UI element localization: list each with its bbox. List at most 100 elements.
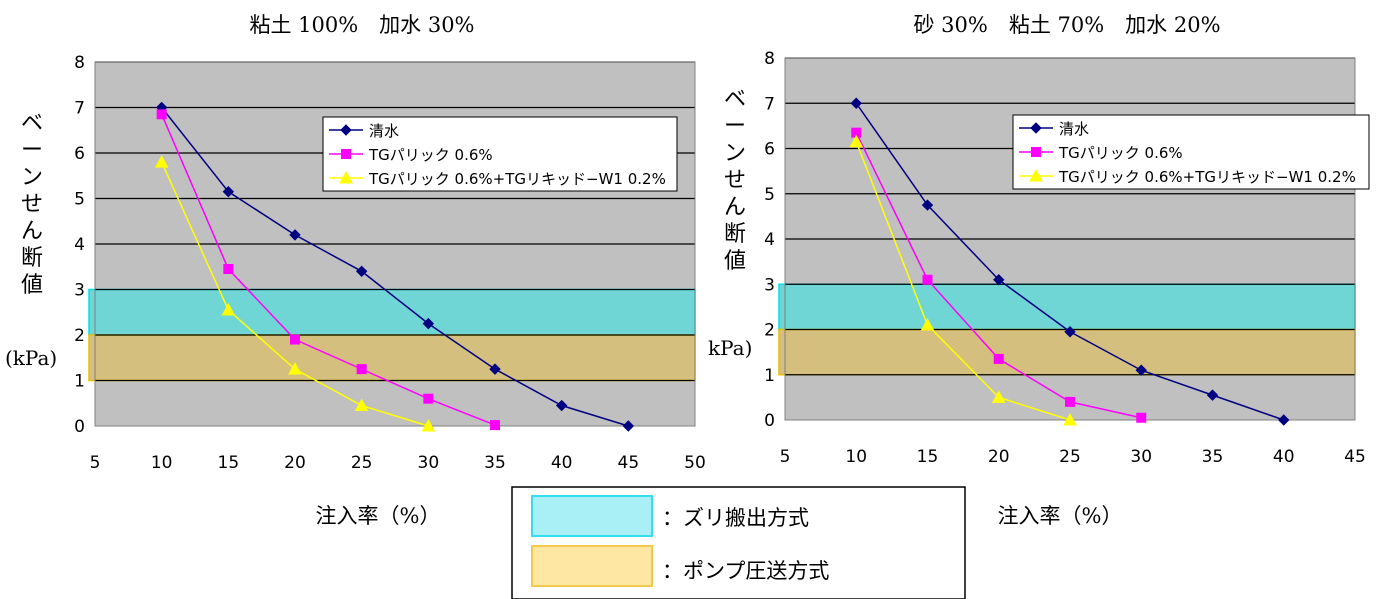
chart-right-y-axis-label-char: ん	[724, 195, 746, 220]
chart-left-series-1-point	[156, 109, 167, 120]
chart-right-series-2-line	[855, 141, 1071, 421]
chart-right-y-axis-label-char: 断	[724, 222, 746, 247]
chart-right-y-tick-label: 0	[764, 411, 775, 431]
chart-left-x-tick-label: 35	[484, 453, 506, 473]
chart-left-plot-frame	[94, 61, 696, 427]
chart-right-y-tick-label: 8	[764, 49, 775, 69]
chart-left-series-1-point	[223, 264, 234, 275]
chart-right-y-ticks: 0 1 2 3 4 5 6 7 8	[764, 49, 775, 431]
chart-left-series-2-point	[354, 398, 369, 412]
chart-left-series-0-point	[289, 229, 301, 241]
chart-right-legend-swatch-marker	[1029, 168, 1043, 182]
chart-right-band-zuri	[778, 283, 1356, 331]
chart-right-y-tick-label: 4	[764, 230, 775, 250]
band-legend-swatch-zuri	[531, 495, 653, 537]
chart-right-series-0-point	[921, 199, 934, 211]
chart-left-series-2-point	[221, 302, 236, 316]
chart-left-legend-label: TGパリック 0.6%+TGリキッド−W1 0.2%	[368, 170, 666, 188]
chart-right-series-0-point	[1278, 414, 1290, 426]
chart-right-y-axis-label-char: せ	[724, 168, 746, 193]
chart-right-y-unit: kPa)	[708, 336, 752, 360]
chart-left-y-tick-label: 5	[74, 190, 85, 210]
chart-left-series-1-point	[356, 364, 367, 375]
chart-left-x-tick-label: 40	[551, 453, 573, 473]
chart-right-series-0-point	[1135, 364, 1147, 376]
chart-left-legend-label: 清水	[369, 122, 399, 140]
chart-right-y-axis-label-char: ー	[724, 114, 746, 139]
chart-left-series-1-point	[423, 393, 434, 404]
chart-left-band-pump	[88, 334, 696, 382]
chart-left-series-1-point	[490, 420, 500, 431]
chart-right-legend-swatch-marker	[1031, 147, 1041, 157]
chart-left-y-tick-label: 7	[74, 99, 85, 119]
chart-right-series	[849, 97, 1290, 426]
chart-right-y-tick-label: 7	[764, 94, 775, 114]
band-legend: ：ズリ搬出方式 ：ポンプ圧送方式	[511, 486, 966, 599]
chart-left-legend-swatch-marker	[339, 170, 353, 184]
chart-right-y-tick-label: 3	[764, 275, 775, 295]
chart-right-series-2-point	[991, 390, 1006, 403]
band-legend-label-zuri: ：ズリ搬出方式	[662, 506, 809, 530]
chart-left-y-tick-label: 0	[74, 417, 85, 437]
chart-right-legend-label: 清水	[1059, 120, 1089, 138]
chart-left-legend-box	[322, 116, 678, 192]
chart-left-y-tick-label: 6	[74, 144, 85, 164]
chart-right-legend-box	[1012, 114, 1370, 190]
chart-left-y-axis-label-char: ー	[21, 138, 43, 163]
chart-left-series-1-point	[290, 334, 300, 345]
chart-left-y-tick-label: 4	[74, 235, 85, 255]
chart-left-series-0-point	[555, 399, 568, 412]
band-legend-swatch-pump	[531, 545, 653, 587]
chart-left-y-axis-label-char: 断	[21, 246, 43, 271]
chart-right-series-0-point	[993, 274, 1005, 286]
chart-right-y-axis-label-char: 値	[724, 249, 746, 274]
chart-left-legend-swatch-marker	[340, 124, 352, 136]
chart-left-series-0-point	[355, 265, 368, 278]
chart-right-series-0-point	[1064, 326, 1076, 338]
chart-left-x-tick-label: 25	[351, 453, 373, 473]
chart-left-band-zuri	[88, 288, 696, 336]
chart-right-x-tick-label: 35	[1202, 447, 1224, 467]
chart-left-series-2-point	[421, 418, 436, 432]
chart-right-y-tick-label: 1	[764, 366, 775, 386]
chart-right-legend-swatch-marker	[1030, 122, 1042, 134]
chart-left-x-tick-label: 50	[684, 453, 706, 473]
chart-right-y-axis-label-char: ン	[724, 141, 746, 166]
chart-left-y-axis-label-char: 値	[21, 273, 43, 298]
chart-right-series-2-point	[849, 134, 864, 148]
chart-left-x-tick-label: 10	[151, 453, 173, 473]
chart-left-y-tick-label: 2	[74, 326, 85, 346]
chart-left-legend-label: TGパリック 0.6%	[368, 146, 493, 164]
chart-right-y-axis-label-char: ベ	[724, 87, 746, 112]
chart-left-x-tick-label: 30	[418, 453, 440, 473]
chart-left-legend: 清水 TGパリック 0.6% TGパリック 0.6%+TGリキッド−W1 0.2%	[322, 116, 678, 192]
chart-right-series-1-point	[993, 353, 1004, 364]
chart-right-series-0-point	[850, 97, 862, 109]
chart-left-y-axis-label-char: ベ	[21, 111, 43, 136]
chart-right-legend-label: TGパリック 0.6%	[1058, 144, 1183, 162]
chart-left-y-tick-label: 8	[74, 53, 85, 73]
chart-left-y-axis-label-char: ん	[21, 219, 43, 244]
chart-left-y-axis-label-char: ン	[21, 165, 43, 190]
chart-left-series-2-point	[154, 155, 169, 168]
chart-right-x-axis-label: 注入率（%）	[998, 504, 1123, 528]
chart-right-series-2-point	[920, 317, 935, 331]
chart-right-x-tick-label: 20	[988, 447, 1010, 467]
chart-left-x-tick-label: 15	[218, 453, 240, 473]
chart-right-series-1-point	[922, 274, 933, 285]
chart-left-x-ticks: 5 10 15 20 25 30 35 40 45 50	[90, 453, 706, 473]
chart-right-series-1-point	[1065, 396, 1075, 407]
chart-right-x-tick-label: 10	[845, 447, 867, 467]
chart-right-x-ticks: 5 10 15 20 25 30 35 40 45	[780, 447, 1366, 467]
chart-right-series-2-point	[1063, 412, 1077, 426]
chart-left-series-2-point	[288, 362, 302, 375]
chart-left-x-tick-label: 5	[90, 453, 101, 473]
chart-left-series-0-point	[422, 317, 435, 330]
chart-left-series-0-point	[622, 420, 635, 432]
chart-right-x-tick-label: 45	[1344, 447, 1366, 467]
chart-left-title: 粘土 100% 加水 30%	[249, 13, 474, 37]
chart-left-x-axis-label: 注入率（%）	[316, 504, 441, 528]
chart-right-plot-area	[778, 57, 1356, 421]
